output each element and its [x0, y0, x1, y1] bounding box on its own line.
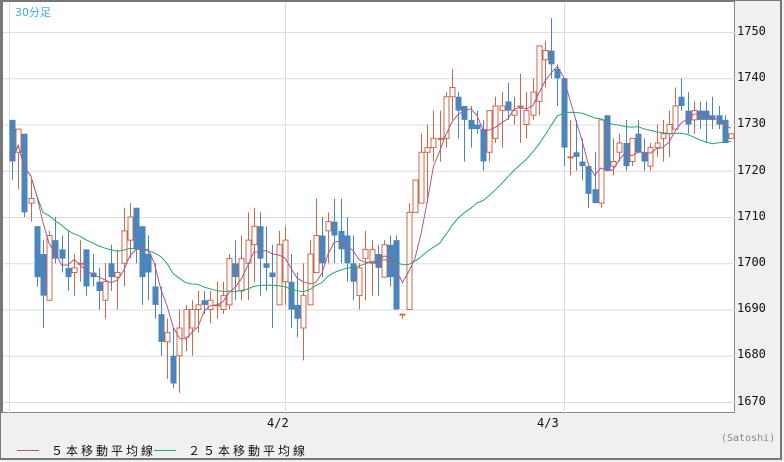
- x-tick-4-2: 4/2: [267, 416, 289, 430]
- y-tick-1750: 1750: [737, 24, 766, 38]
- y-tick-1740: 1740: [737, 70, 766, 84]
- legend-ma5-label: ５本移動平均線: [51, 444, 157, 458]
- candlestick-chart: [3, 2, 737, 414]
- y-tick-1700: 1700: [737, 255, 766, 269]
- y-tick-1710: 1710: [737, 209, 766, 223]
- y-tick-1690: 1690: [737, 301, 766, 315]
- ma25-swatch-icon: [154, 450, 176, 451]
- ma5-swatch-icon: [17, 450, 39, 451]
- x-tick-4-3: 4/3: [537, 416, 559, 430]
- plot-area: [1, 1, 737, 414]
- legend-ma25: ２５本移動平均線: [154, 442, 308, 459]
- y-tick-1680: 1680: [737, 347, 766, 361]
- y-tick-1670: 1670: [737, 394, 766, 408]
- credit-label: (Satoshi): [721, 433, 776, 444]
- timeframe-label: 30分足: [15, 6, 51, 19]
- y-tick-1730: 1730: [737, 116, 766, 130]
- legend-ma25-label: ２５本移動平均線: [188, 444, 309, 458]
- y-tick-1720: 1720: [737, 163, 766, 177]
- legend-ma5: ５本移動平均線: [17, 442, 156, 459]
